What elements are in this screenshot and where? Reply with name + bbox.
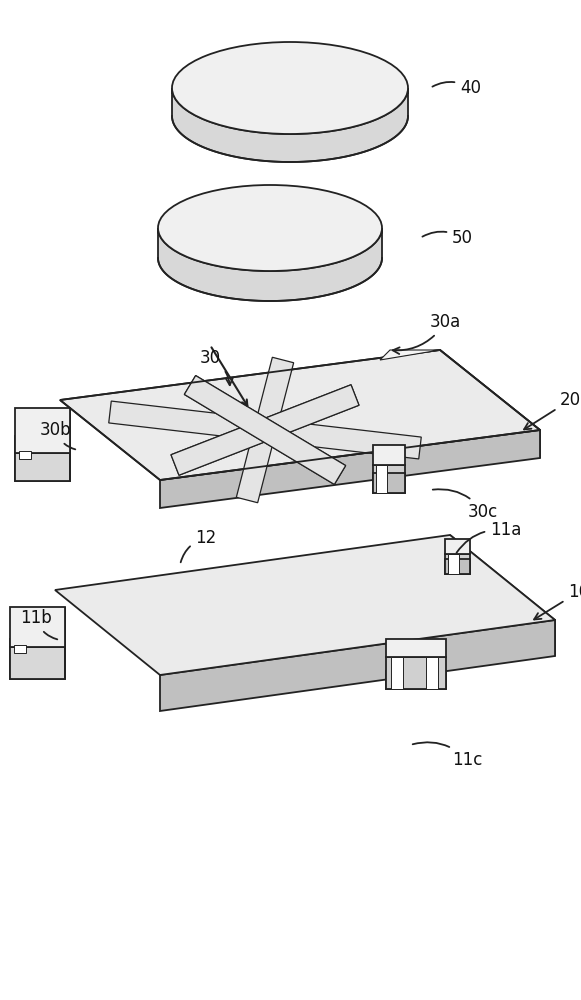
Text: 12: 12 <box>181 529 216 562</box>
Polygon shape <box>440 350 540 458</box>
Text: 20: 20 <box>524 391 581 429</box>
Ellipse shape <box>172 42 408 134</box>
Polygon shape <box>450 535 555 656</box>
Polygon shape <box>15 436 70 481</box>
Polygon shape <box>373 465 405 493</box>
Polygon shape <box>10 639 65 679</box>
Polygon shape <box>14 645 26 653</box>
Polygon shape <box>15 408 70 452</box>
Polygon shape <box>380 350 440 360</box>
Polygon shape <box>171 385 359 475</box>
Polygon shape <box>60 350 540 480</box>
Polygon shape <box>15 452 70 481</box>
Text: 30a: 30a <box>393 313 461 354</box>
Polygon shape <box>160 430 540 508</box>
Polygon shape <box>10 647 65 679</box>
Text: 11c: 11c <box>413 742 482 769</box>
Text: 30c: 30c <box>433 489 498 521</box>
Polygon shape <box>391 657 403 689</box>
Polygon shape <box>445 539 470 554</box>
Polygon shape <box>160 620 555 711</box>
Polygon shape <box>184 376 346 484</box>
Polygon shape <box>445 559 470 574</box>
Polygon shape <box>426 657 438 689</box>
Polygon shape <box>55 535 555 675</box>
Text: 50: 50 <box>422 229 473 247</box>
Polygon shape <box>171 385 359 475</box>
Polygon shape <box>386 639 446 657</box>
Polygon shape <box>445 554 470 574</box>
Polygon shape <box>448 554 459 574</box>
Polygon shape <box>373 445 405 465</box>
Polygon shape <box>184 376 346 484</box>
Polygon shape <box>386 657 446 689</box>
Polygon shape <box>10 607 65 647</box>
Ellipse shape <box>158 185 382 271</box>
Polygon shape <box>386 671 446 689</box>
Text: 30: 30 <box>200 349 232 385</box>
Polygon shape <box>19 450 31 458</box>
Text: 11a: 11a <box>457 521 521 553</box>
Text: 30b: 30b <box>40 421 76 449</box>
Text: 10: 10 <box>534 583 581 619</box>
Polygon shape <box>158 228 382 301</box>
Polygon shape <box>236 357 293 503</box>
Polygon shape <box>376 465 387 493</box>
Text: 11b: 11b <box>20 609 58 639</box>
Polygon shape <box>172 88 408 162</box>
Text: 40: 40 <box>432 79 481 97</box>
Polygon shape <box>373 473 405 493</box>
Polygon shape <box>109 401 421 459</box>
